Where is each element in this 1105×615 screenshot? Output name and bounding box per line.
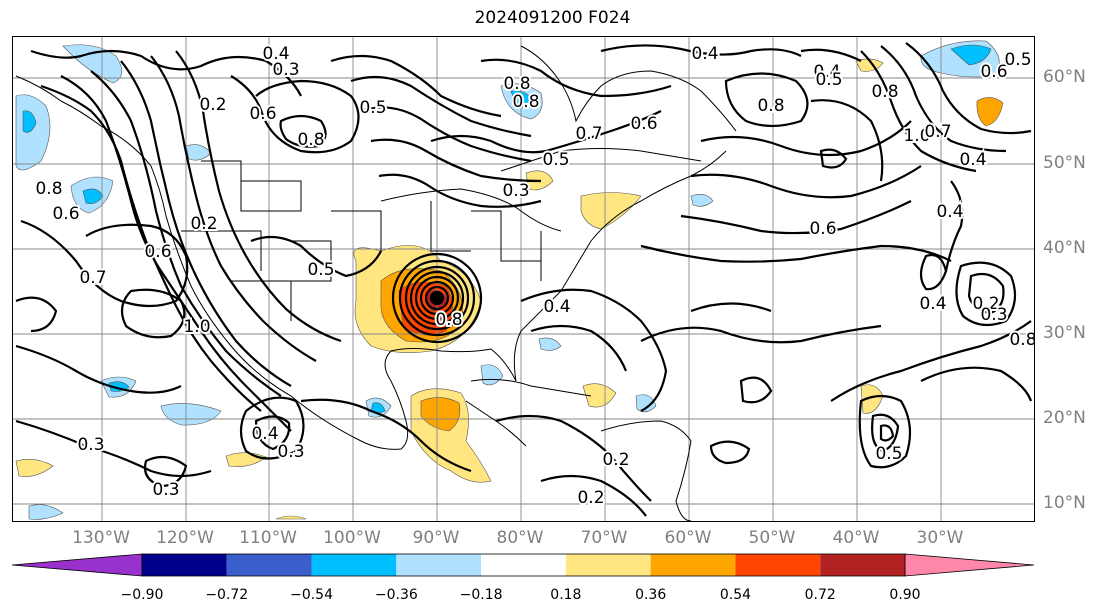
latitude-label: 20°N — [1043, 408, 1086, 428]
contour-label: 0.5 — [875, 444, 902, 464]
contour-label: 0.5 — [815, 70, 842, 90]
map-canvas: 0.40.30.2 0.60.80.50.80.80.7 0.60.50.30.40… — [13, 37, 1034, 521]
contour-label: 0.6 — [809, 219, 836, 239]
latitude-label: 50°N — [1043, 153, 1086, 173]
contour-label: 0.2 — [190, 214, 217, 234]
colorbar-tick-label: −0.72 — [205, 587, 249, 603]
contour-label: 0.6 — [249, 104, 276, 124]
longitude-label: 60°W — [664, 528, 712, 548]
colorbar-frame — [141, 553, 906, 577]
colorbar-segment — [565, 554, 651, 576]
colorbar-extend-high — [904, 553, 1035, 577]
contour-label: 0.8 — [871, 82, 898, 102]
contour-label: 0.4 — [691, 44, 718, 64]
contour-label: 0.6 — [630, 114, 657, 134]
contour-label: 0.3 — [152, 480, 179, 500]
longitude-label: 130°W — [72, 528, 130, 548]
latitude-label: 40°N — [1043, 238, 1086, 258]
shading-layer — [15, 40, 1004, 520]
contour-label: 0.8 — [1009, 330, 1034, 350]
colorbar-tick-label: 0.36 — [635, 587, 667, 603]
colorbar-segment — [735, 554, 821, 576]
colorbar-segment — [226, 554, 312, 576]
contour-label: 0.8 — [435, 310, 462, 330]
contour-label: 0.8 — [512, 92, 539, 112]
contour-label: 0.8 — [35, 179, 62, 199]
colorbar-segment — [142, 554, 227, 576]
colorbar-tick-label: −0.36 — [374, 587, 418, 603]
longitude-label: 50°W — [748, 528, 796, 548]
contour-label: 0.5 — [1004, 50, 1031, 70]
contour-label: 0.4 — [813, 62, 840, 82]
longitude-label: 40°W — [832, 528, 880, 548]
latitude-label: 60°N — [1043, 67, 1086, 87]
contour-label: 0.5 — [359, 98, 386, 118]
contour-label: 0.5 — [542, 150, 569, 170]
latitude-label: 30°N — [1043, 323, 1086, 343]
longitude-label: 70°W — [580, 528, 628, 548]
contour-label: 0.3 — [277, 442, 304, 462]
contour-label: 0.2 — [577, 488, 604, 508]
longitude-label: 90°W — [412, 528, 460, 548]
contour-label: 0.8 — [503, 74, 530, 94]
contour-label: 1.0 — [183, 317, 210, 337]
contour-label: 0.8 — [757, 96, 784, 116]
contour-label: 0.5 — [307, 260, 334, 280]
longitude-label: 80°W — [496, 528, 544, 548]
contour-label: 0.6 — [144, 242, 171, 262]
colorbar-tick-label: 0.72 — [804, 587, 836, 603]
contour-label: 0.4 — [543, 297, 570, 317]
latitude-label: 10°N — [1043, 493, 1086, 513]
colorbar-tick-label: −0.18 — [459, 587, 503, 603]
contour-label: 0.2 — [972, 294, 999, 314]
contour-lines — [15, 42, 1033, 517]
contour-label: 1.0 — [903, 126, 930, 146]
coastlines — [15, 45, 737, 521]
colorbar-tick-label: 0.90 — [889, 587, 921, 603]
colorbar-segment — [311, 554, 397, 576]
contour-label: 0.8 — [297, 130, 324, 150]
map-title: 2024091200 F024 — [474, 8, 631, 28]
contour-label: 0.4 — [936, 202, 963, 222]
contour-label: 0.2 — [199, 95, 226, 115]
colorbar-segment — [650, 554, 736, 576]
map-panel: 0.4 0.3 0.2 0.6 0.8 0.5 0.8 0.8 0.7 0.6 0.5 0.3 0.4 0… — [12, 36, 1035, 522]
colorbar — [12, 553, 1035, 577]
contour-label: 0.2 — [602, 450, 629, 470]
contour-label: 0.6 — [980, 62, 1007, 82]
contour-label: 0.4 — [919, 294, 946, 314]
contour-label: 0.7 — [924, 122, 951, 142]
hurricane-center — [431, 291, 443, 303]
colorbar-segment — [820, 554, 905, 576]
contour-label: 0.3 — [502, 181, 529, 201]
colorbar-tick-label: 0.18 — [550, 587, 582, 603]
contour-label: 0.4 — [251, 424, 278, 444]
colorbar-extend-low — [12, 553, 143, 577]
contour-label: 0.7 — [79, 268, 106, 288]
colorbar-tick-label: −0.54 — [290, 587, 333, 603]
longitude-label: 110°W — [239, 528, 297, 548]
contour-label: 0.3 — [272, 60, 299, 80]
longitude-label: 120°W — [156, 528, 214, 548]
colorbar-segment — [396, 554, 482, 576]
longitude-label: 100°W — [323, 528, 381, 548]
colorbar-segment — [481, 554, 566, 576]
contour-label: 0.3 — [980, 305, 1007, 325]
longitude-label: 30°W — [916, 528, 964, 548]
contour-label: 0.4 — [262, 44, 289, 64]
contour-label-layer: 0.40.30.2 0.60.80.50.80.80.7 0.60.50.30.40… — [33, 42, 1034, 510]
contour-label: 0.7 — [575, 124, 602, 144]
colorbar-tick-label: 0.54 — [719, 587, 752, 603]
contour-label: 0.6 — [52, 204, 79, 224]
contour-label: 0.3 — [77, 435, 104, 455]
contour-label: 0.4 — [959, 150, 986, 170]
colorbar-tick-label: −0.90 — [120, 587, 164, 603]
